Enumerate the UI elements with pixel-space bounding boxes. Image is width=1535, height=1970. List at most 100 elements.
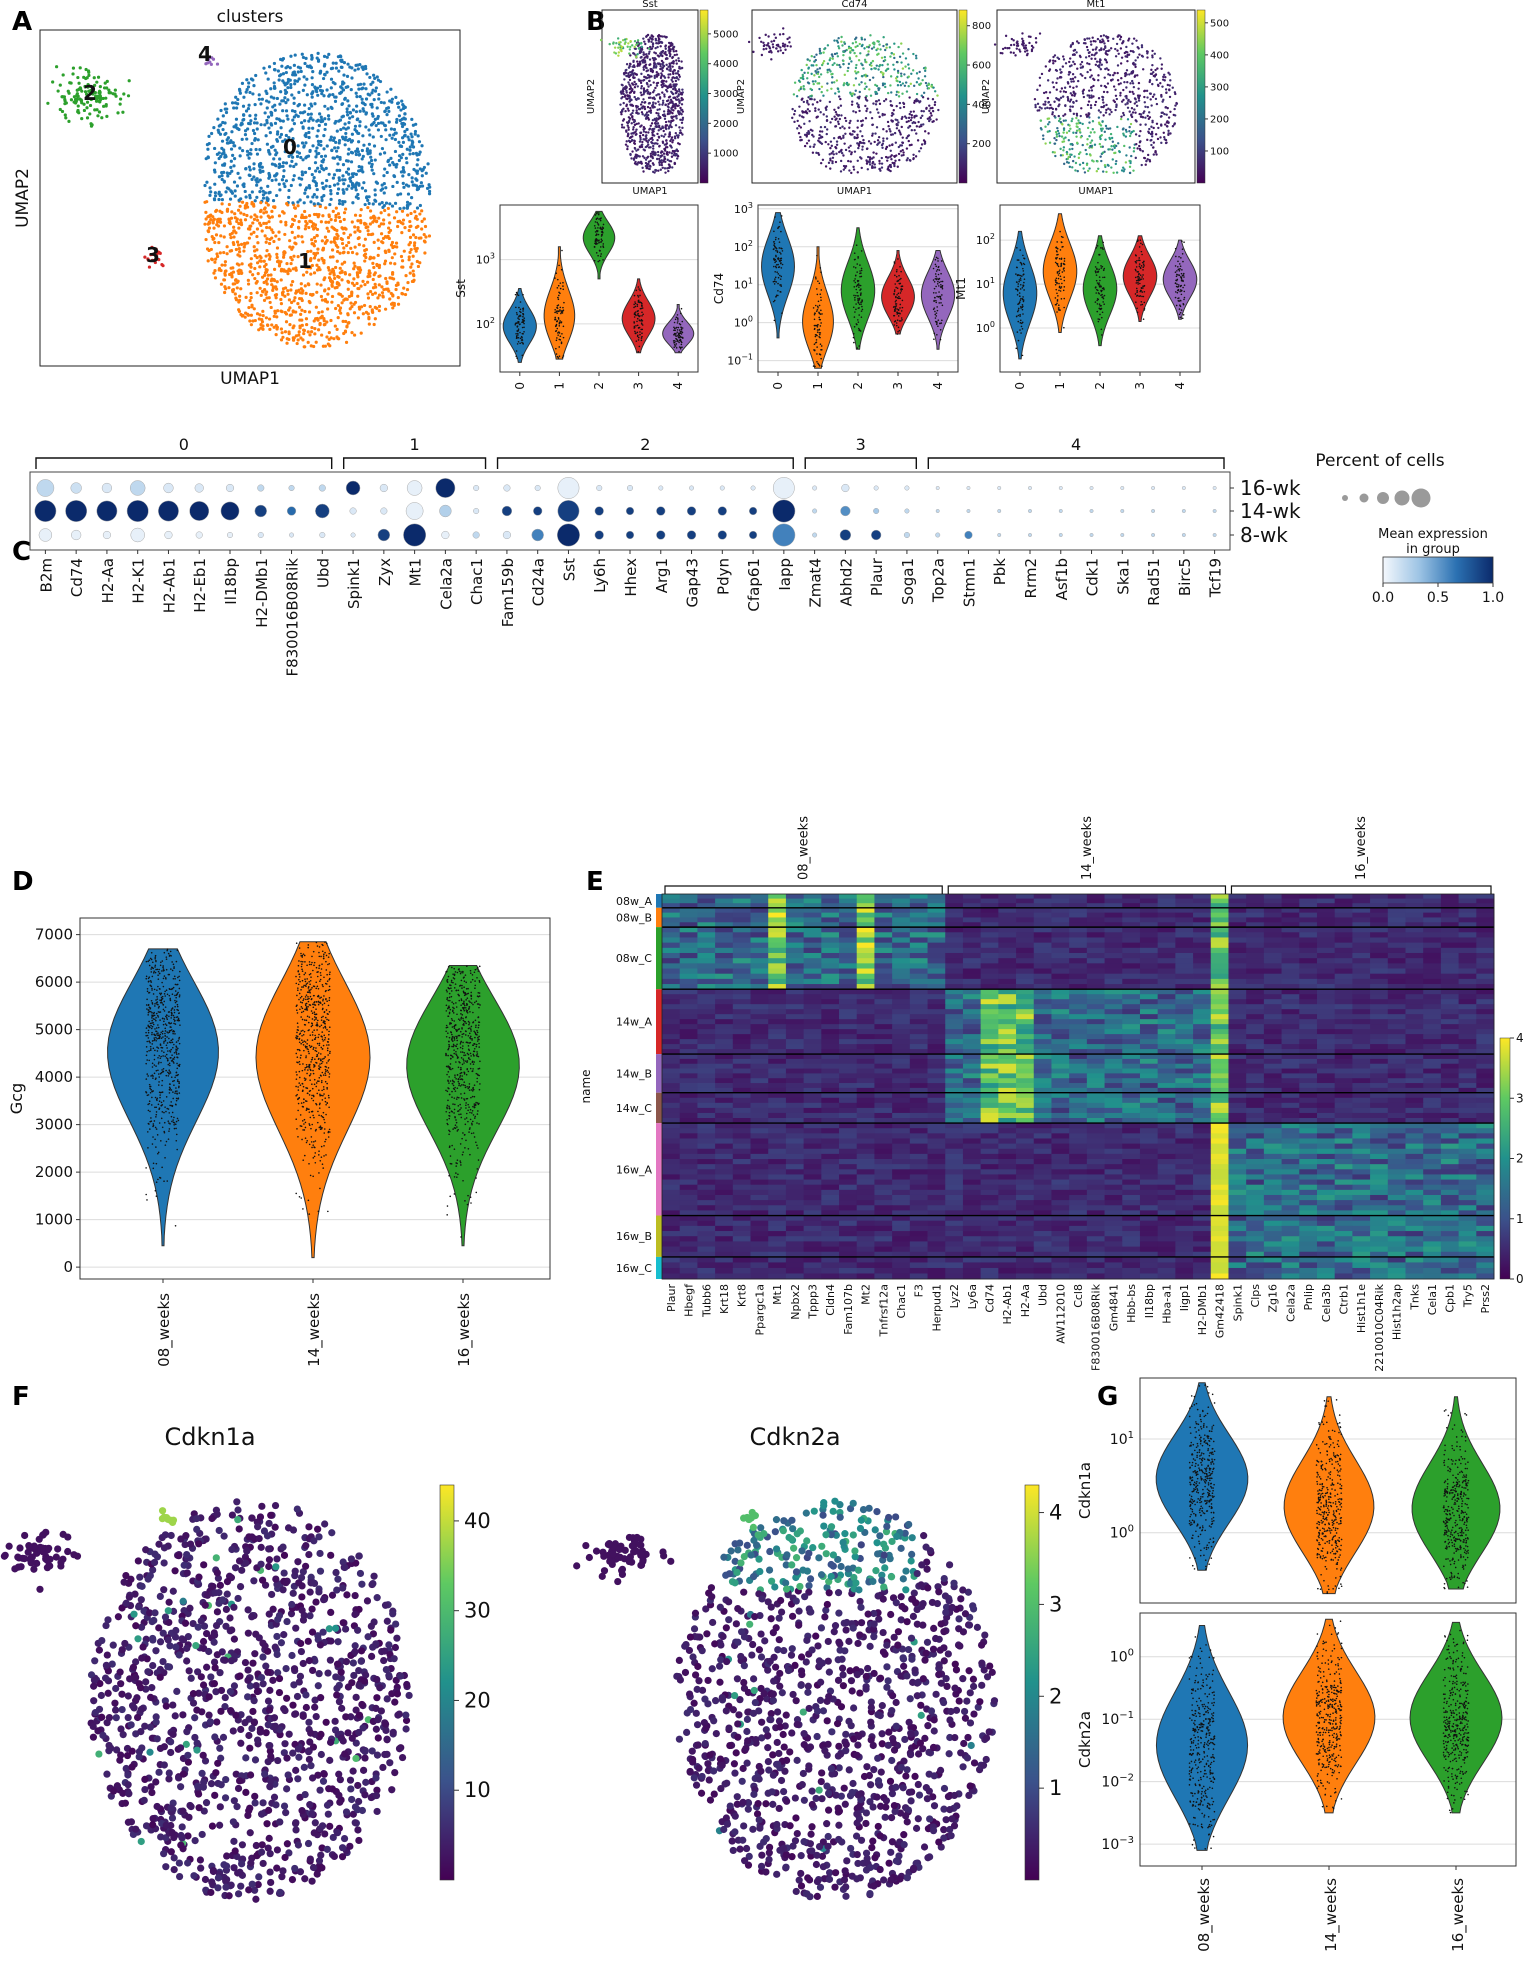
scatter-point <box>381 294 385 298</box>
umap-point <box>805 63 808 67</box>
scatter-point <box>286 289 290 293</box>
scatter-point <box>107 88 111 92</box>
umap-point <box>788 41 791 44</box>
umap-point <box>1123 72 1127 75</box>
umap-point <box>1166 125 1169 128</box>
umap-point <box>907 63 910 66</box>
umap-point <box>599 38 603 42</box>
scatter-point <box>275 193 279 198</box>
umap-point <box>880 162 884 165</box>
umap-point <box>661 50 664 54</box>
umap-point <box>1078 54 1082 58</box>
umap-point <box>868 78 872 82</box>
scatter-point <box>227 221 231 225</box>
umap-point <box>838 117 842 121</box>
umap-point <box>670 116 674 120</box>
umap-point <box>1060 76 1063 79</box>
scatter-point <box>203 222 207 226</box>
umap-point <box>1080 107 1083 110</box>
scatter-point <box>323 322 327 327</box>
umap-point <box>874 132 877 135</box>
scatter-point <box>303 209 307 214</box>
umap-point <box>773 33 776 36</box>
scatter-point <box>292 73 297 77</box>
umap-point <box>1132 50 1135 54</box>
scatter-point <box>242 95 246 99</box>
scatter-point <box>338 155 342 160</box>
scatter-point <box>351 108 355 112</box>
scatter-point <box>298 183 302 187</box>
umap-point <box>649 37 652 40</box>
scatter-point <box>316 213 321 217</box>
scatter-point <box>358 124 362 128</box>
scatter-point <box>374 123 378 128</box>
scatter-point <box>352 267 356 271</box>
umap-point <box>1088 135 1091 138</box>
umap-point <box>856 44 859 48</box>
scatter-point <box>301 289 305 293</box>
scatter-point <box>368 222 372 226</box>
umap-point <box>680 113 683 116</box>
umap-point <box>843 41 846 44</box>
umap-point <box>670 125 673 129</box>
scatter-point <box>246 153 250 157</box>
umap-point <box>1138 134 1141 138</box>
scatter-point <box>326 266 330 270</box>
umap-point <box>837 114 841 117</box>
umap-point <box>1067 155 1070 159</box>
umap-point <box>907 120 910 123</box>
scatter-point <box>356 150 360 154</box>
umap-point <box>677 59 681 63</box>
scatter-point <box>361 154 365 158</box>
scatter-point <box>357 236 361 240</box>
scatter-point <box>237 87 242 91</box>
scatter-point <box>213 240 217 245</box>
scatter-point <box>279 126 283 130</box>
umap-point <box>915 81 919 84</box>
umap-point <box>850 94 854 98</box>
umap-point <box>635 111 638 115</box>
scatter-point <box>255 218 260 222</box>
umap-point <box>1105 170 1108 174</box>
scatter-point <box>363 189 368 193</box>
panel-label-f: F <box>12 1382 30 1412</box>
umap-point <box>631 83 635 86</box>
umap-point <box>638 134 642 138</box>
scatter-point <box>266 273 270 277</box>
scatter-point <box>372 73 376 77</box>
scatter-point <box>372 120 376 125</box>
scatter-point <box>340 58 344 62</box>
scatter-point <box>87 70 91 74</box>
colorbar-tick-label: 4000 <box>713 59 738 70</box>
umap-point <box>830 117 834 121</box>
umap-point <box>1143 95 1146 99</box>
umap-point <box>1173 107 1176 111</box>
umap-point <box>656 45 659 49</box>
scatter-point <box>270 209 274 213</box>
umap-point <box>842 154 845 157</box>
umap-point <box>897 121 900 124</box>
umap-point <box>664 120 668 124</box>
scatter-point <box>410 176 414 180</box>
scatter-point <box>401 174 405 178</box>
umap-point <box>1060 135 1064 138</box>
umap-point <box>818 87 821 91</box>
scatter-point <box>419 181 423 185</box>
scatter-point <box>275 252 279 256</box>
umap-point <box>886 67 890 71</box>
umap-point <box>628 52 631 55</box>
scatter-point <box>284 161 289 165</box>
scatter-point <box>345 325 349 329</box>
umap-point <box>847 66 850 70</box>
scatter-point <box>423 224 428 229</box>
scatter-point <box>271 230 275 235</box>
scatter-point <box>338 308 342 313</box>
scatter-point <box>217 240 221 245</box>
umap-point <box>673 105 677 108</box>
scatter-point <box>389 302 394 306</box>
umap-point <box>625 62 629 66</box>
umap-point <box>668 62 671 65</box>
umap-point <box>1103 164 1107 167</box>
scatter-point <box>315 146 319 150</box>
scatter-point <box>274 234 278 238</box>
